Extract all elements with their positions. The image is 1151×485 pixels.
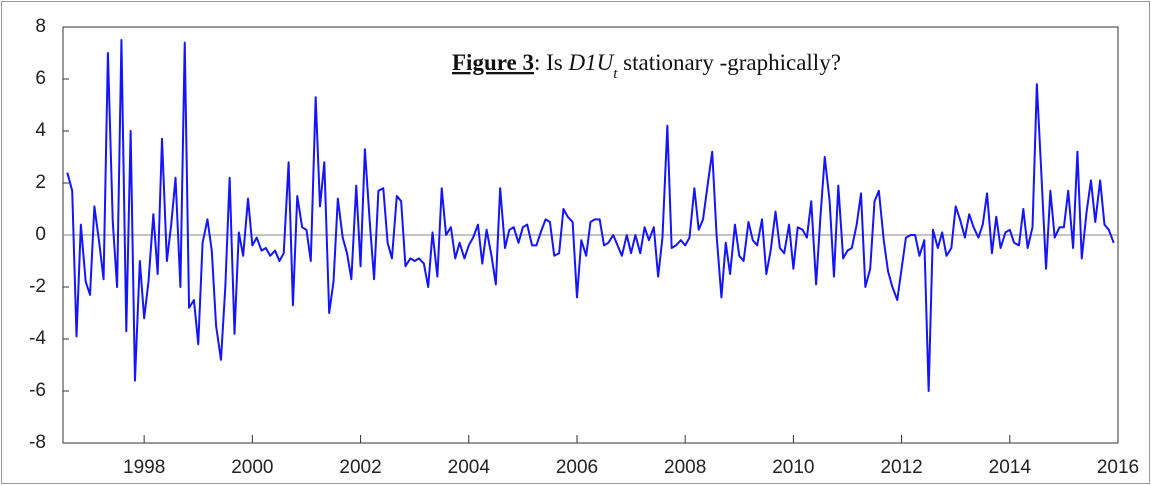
- x-tick-label: 2016: [1097, 457, 1139, 478]
- x-tick-label: 2006: [556, 457, 598, 478]
- x-tick-label: 2012: [880, 457, 922, 478]
- x-tick-label: 2000: [231, 457, 273, 478]
- title-figure: Figure 3: [452, 50, 534, 75]
- x-tick-label: 2014: [989, 457, 1032, 478]
- y-tick-label: -2: [29, 276, 46, 297]
- title-variable: D1U: [567, 50, 614, 75]
- x-tick-label: 2010: [772, 457, 814, 478]
- x-tick-label: 2002: [339, 457, 381, 478]
- y-tick-label: 4: [35, 120, 46, 141]
- title-text: stationary -graphically?: [617, 50, 841, 75]
- series-line: [66, 39, 1115, 392]
- y-tick-label: 2: [35, 172, 46, 193]
- title-text: : Is: [534, 50, 569, 75]
- y-tick-label: -6: [29, 380, 46, 401]
- y-tick-label: 0: [35, 224, 46, 245]
- title-subscript: t: [613, 66, 618, 82]
- x-tick-label: 2004: [448, 457, 491, 478]
- x-tick-label: 2008: [664, 457, 706, 478]
- y-tick-label: 6: [35, 68, 46, 89]
- x-tick-label: 1998: [123, 457, 165, 478]
- chart-title: Figure 3: Is D1Ut stationary -graphicall…: [452, 50, 841, 82]
- y-tick-label: -8: [29, 432, 46, 453]
- y-tick-label: -4: [29, 328, 46, 349]
- y-tick-label: 8: [35, 16, 46, 37]
